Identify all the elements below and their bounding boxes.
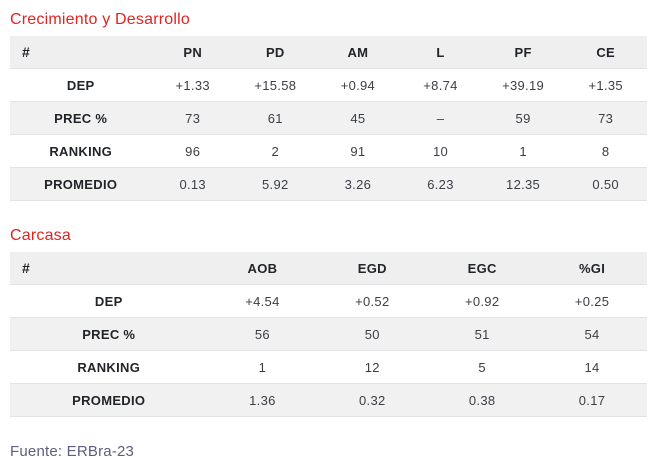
table-row: PROMEDIO 1.36 0.32 0.38 0.17 xyxy=(10,383,647,417)
cell-value: 45 xyxy=(316,101,400,135)
column-header: EGC xyxy=(427,252,538,285)
table-row: PREC % 56 50 51 54 xyxy=(10,317,647,351)
section-title: Crecimiento y Desarrollo xyxy=(10,11,190,28)
table-row: RANKING 96 2 91 10 1 8 xyxy=(10,134,647,168)
cell-value: +39.19 xyxy=(481,68,565,102)
column-header: PD xyxy=(234,36,317,69)
cell-value: 2 xyxy=(234,134,317,168)
table-row: PREC % 73 61 45–59 73 xyxy=(10,101,647,135)
column-header: %GI xyxy=(537,252,647,285)
cell-value: 0.50 xyxy=(564,167,647,201)
cell-value: 54 xyxy=(537,317,647,351)
cell-value: 3.26 xyxy=(316,167,400,201)
header-row: # AOB EGD EGC %GI xyxy=(10,252,647,285)
cell-value: 14 xyxy=(537,350,647,384)
cell-value: +1.35 xyxy=(564,68,647,102)
row-label: RANKING xyxy=(10,134,152,168)
cell-value: 5 xyxy=(427,350,538,384)
cell-value: 50 xyxy=(317,317,428,351)
cell-value: 73 xyxy=(151,101,234,135)
crecimiento-table: # PN PD AM L PF CE DEP +1.33 +15.58 +0.94 +8.74 +39.… xyxy=(10,36,647,201)
cell-value: 56 xyxy=(207,317,318,351)
row-label: PREC % xyxy=(10,101,152,135)
cell-value: 6.23 xyxy=(399,167,482,201)
cell-value: 12 xyxy=(317,350,428,384)
column-header: PN xyxy=(151,36,234,69)
cell-value: 0.17 xyxy=(537,383,647,417)
carcasa-table: # AOB EGD EGC %GI DEP +4.54 +0.52 +0.92 +0.25 PREC… xyxy=(10,252,647,417)
corner-hash-cell: # xyxy=(10,36,152,69)
cell-value: 0.13 xyxy=(151,167,234,201)
cell-value: +4.54 xyxy=(207,284,318,318)
cell-value: +0.94 xyxy=(316,68,400,102)
source-note: Fuente: ERBra-23 xyxy=(10,443,135,457)
section-title: Carcasa xyxy=(10,227,71,244)
cell-value: 1 xyxy=(207,350,318,384)
cell-value: 59 xyxy=(481,101,565,135)
column-header: AOB xyxy=(207,252,318,285)
table-row: PROMEDIO 0.13 5.92 3.26 6.23 12.35 0.50 xyxy=(10,167,647,201)
section-carcasa: Carcasa # AOB EGD EGC %GI DEP +4.54 +0.52 +0.92 +… xyxy=(10,226,647,417)
column-header: EGD xyxy=(317,252,428,285)
row-label: PREC % xyxy=(10,317,208,351)
cell-value: – xyxy=(399,101,482,135)
row-label: PROMEDIO xyxy=(10,383,208,417)
row-label: RANKING xyxy=(10,350,208,384)
cell-value: 5.92 xyxy=(234,167,317,201)
cell-value: 8 xyxy=(564,134,647,168)
cell-value: 12.35 xyxy=(481,167,565,201)
column-header: L xyxy=(399,36,482,69)
cell-value: 61 xyxy=(234,101,317,135)
cell-value: 96 xyxy=(151,134,234,168)
cell-value: +0.52 xyxy=(317,284,428,318)
cell-value: 73 xyxy=(564,101,647,135)
section-crecimiento-y-desarrollo: Crecimiento y Desarrollo # PN PD AM L PF CE DEP… xyxy=(10,10,647,201)
cell-value: 1 xyxy=(481,134,565,168)
row-label: PROMEDIO xyxy=(10,167,152,201)
table-row: DEP +4.54 +0.52 +0.92 +0.25 xyxy=(10,284,647,318)
corner-hash-cell: # xyxy=(10,252,208,285)
cell-value: +1.33 xyxy=(151,68,234,102)
cell-value: 51 xyxy=(427,317,538,351)
cell-value: +15.58 xyxy=(234,68,317,102)
cell-value: 0.32 xyxy=(317,383,428,417)
row-label: DEP xyxy=(10,284,208,318)
column-header: AM xyxy=(316,36,400,69)
column-header: PF xyxy=(481,36,565,69)
cell-value: 10 xyxy=(399,134,482,168)
cell-value: 1.36 xyxy=(207,383,318,417)
cell-value: +0.25 xyxy=(537,284,647,318)
cell-value: +0.92 xyxy=(427,284,538,318)
cell-value: 0.38 xyxy=(427,383,538,417)
column-header: CE xyxy=(564,36,647,69)
cell-value: 91 xyxy=(316,134,400,168)
row-label: DEP xyxy=(10,68,152,102)
table-row: RANKING 1 12 5 14 xyxy=(10,350,647,384)
table-row: DEP +1.33 +15.58 +0.94 +8.74 +39.19 +1.35 xyxy=(10,68,647,102)
header-row: # PN PD AM L PF CE xyxy=(10,36,647,69)
cell-value: +8.74 xyxy=(399,68,482,102)
